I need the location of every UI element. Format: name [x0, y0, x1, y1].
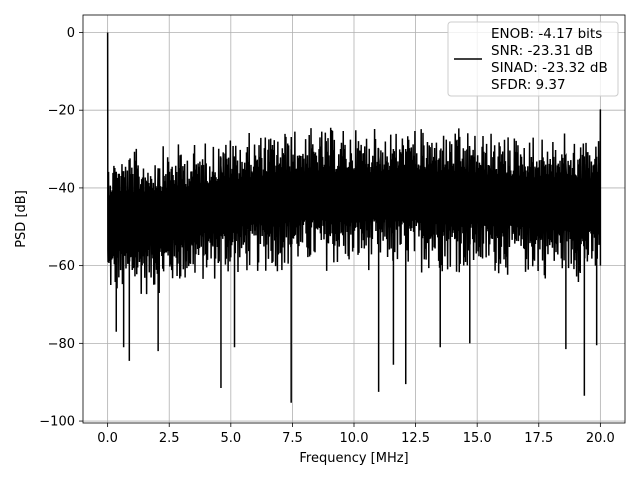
y-tick-label: −60 [48, 259, 75, 274]
x-tick-label: 12.5 [401, 431, 430, 446]
legend-entry-sinad: SINAD: -23.32 dB [491, 60, 608, 76]
y-tick-label: −80 [48, 337, 75, 352]
legend-entry-enob: ENOB: -4.17 bits [491, 26, 602, 42]
x-tick-label: 2.5 [159, 431, 180, 446]
legend-box [447, 21, 619, 97]
x-tick-label: 0.0 [97, 431, 118, 446]
y-axis-ticks: 0 −20 −40 −60 −80 −100 [39, 26, 83, 430]
x-tick-label: 5.0 [220, 431, 241, 446]
y-tick-label: −40 [48, 181, 75, 196]
y-tick-label: 0 [67, 26, 75, 41]
legend-entry-snr: SNR: -23.31 dB [491, 43, 593, 59]
y-tick-label: −100 [39, 415, 75, 430]
x-tick-label: 10.0 [340, 431, 369, 446]
x-axis-label: Frequency [MHz] [299, 451, 408, 466]
y-axis-label: PSD [dB] [14, 190, 29, 248]
x-tick-label: 20.0 [586, 431, 615, 446]
series-layer [106, 32, 602, 403]
x-tick-label: 17.5 [524, 431, 553, 446]
y-tick-label: −20 [48, 104, 75, 119]
legend-entry-sfdr: SFDR: 9.37 [491, 77, 566, 93]
x-tick-label: 7.5 [282, 431, 303, 446]
x-tick-label: 15.0 [463, 431, 492, 446]
legend: ENOB: -4.17 bits SNR: -23.31 dB SINAD: -… [447, 21, 619, 97]
psd-series-line [106, 32, 602, 403]
x-axis-ticks: 0.0 2.5 5.0 7.5 10.0 12.5 15.0 17.5 20.0 [97, 423, 615, 446]
